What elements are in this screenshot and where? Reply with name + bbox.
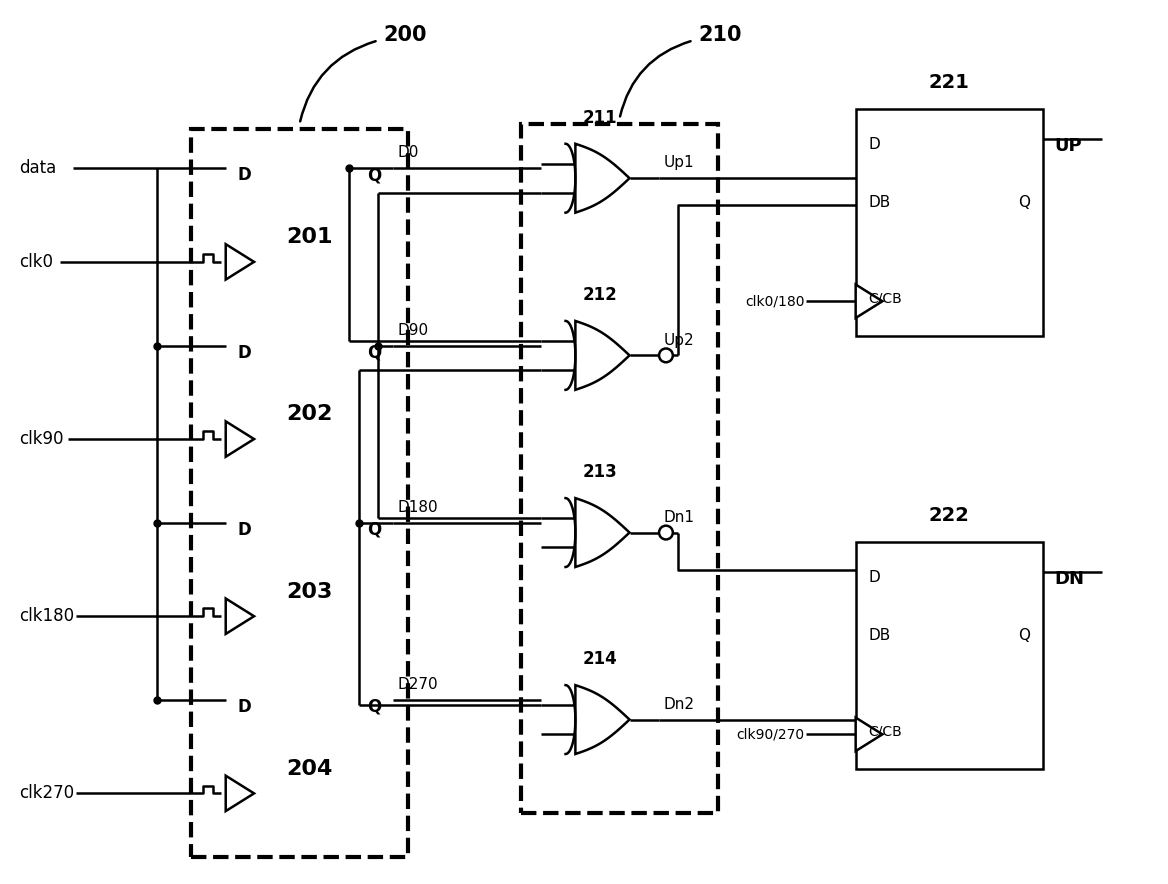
Text: clk180: clk180 (19, 607, 74, 625)
Text: DB: DB (869, 629, 891, 644)
Text: clk0/180: clk0/180 (745, 294, 805, 309)
Text: D180: D180 (398, 499, 439, 514)
Text: clk270: clk270 (19, 784, 74, 803)
Text: data: data (19, 159, 56, 178)
Text: UP: UP (1055, 137, 1082, 155)
Text: 213: 213 (583, 463, 617, 482)
Bar (856, 543, 1043, 769)
Text: 222: 222 (929, 506, 969, 525)
Text: Q: Q (1017, 629, 1030, 644)
Text: DN: DN (1055, 570, 1085, 588)
Text: Q: Q (367, 344, 381, 362)
Polygon shape (225, 598, 255, 634)
Text: Q: Q (367, 166, 381, 185)
Text: Up1: Up1 (663, 156, 695, 171)
Text: Q: Q (1017, 195, 1030, 210)
Text: D270: D270 (398, 677, 439, 692)
Bar (225, 316, 394, 484)
Circle shape (659, 348, 673, 362)
Polygon shape (576, 321, 630, 390)
Text: 210: 210 (698, 26, 742, 45)
Text: D: D (237, 344, 251, 362)
Text: 214: 214 (583, 651, 617, 668)
Polygon shape (225, 422, 255, 457)
Polygon shape (576, 144, 630, 213)
Bar (521, 124, 718, 813)
Text: 200: 200 (383, 26, 426, 45)
Text: 204: 204 (286, 758, 333, 779)
Text: Up2: Up2 (663, 332, 695, 347)
Text: C/CB: C/CB (869, 724, 902, 738)
Text: 201: 201 (286, 227, 333, 248)
Text: Q: Q (367, 521, 381, 538)
Bar (225, 670, 394, 838)
Text: 221: 221 (929, 72, 969, 92)
Text: Dn1: Dn1 (663, 510, 695, 525)
Text: 203: 203 (286, 582, 333, 602)
Text: D: D (237, 166, 251, 185)
Polygon shape (576, 498, 630, 567)
Text: D: D (237, 521, 251, 538)
Text: clk90: clk90 (19, 430, 63, 448)
Circle shape (659, 526, 673, 539)
Bar (192, 129, 408, 857)
Polygon shape (576, 685, 630, 754)
Text: 211: 211 (583, 109, 617, 127)
Polygon shape (856, 285, 883, 318)
Text: D: D (869, 137, 881, 152)
Text: D0: D0 (398, 146, 419, 161)
Text: 202: 202 (286, 405, 333, 424)
Bar (856, 110, 1043, 336)
Polygon shape (225, 244, 255, 279)
Text: C/CB: C/CB (869, 292, 902, 305)
Text: clk0: clk0 (19, 253, 53, 271)
Text: Dn2: Dn2 (663, 697, 695, 712)
Text: Q: Q (367, 697, 381, 716)
Bar (225, 139, 394, 306)
Polygon shape (225, 775, 255, 812)
Text: D: D (237, 697, 251, 716)
Bar (225, 493, 394, 660)
Text: D: D (869, 570, 881, 585)
Text: 212: 212 (583, 286, 617, 304)
Polygon shape (856, 718, 883, 751)
Text: clk90/270: clk90/270 (736, 728, 805, 742)
Text: DB: DB (869, 195, 891, 210)
Text: D90: D90 (398, 323, 429, 338)
